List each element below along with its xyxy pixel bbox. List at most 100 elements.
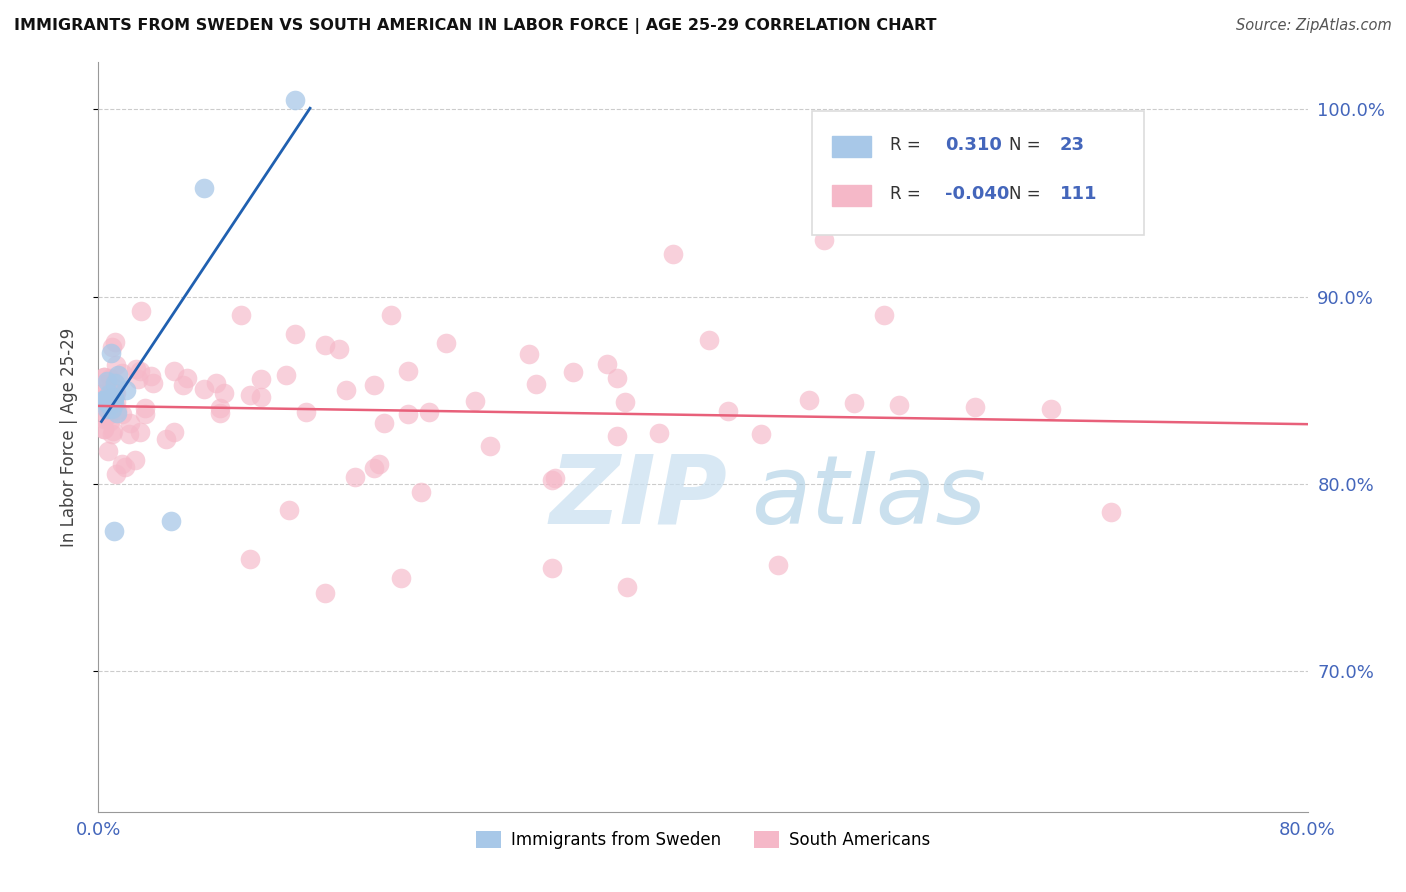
Point: [517, 347, 540, 361]
Point: [111, 407, 134, 421]
Text: Source: ZipAtlas.com: Source: ZipAtlas.com: [1236, 18, 1392, 33]
Point: [278, 503, 301, 517]
Point: [111, 458, 134, 472]
Point: [813, 233, 835, 247]
Point: [155, 433, 177, 447]
Point: [97, 397, 120, 411]
Point: [562, 365, 585, 379]
Point: [661, 246, 683, 260]
Point: [239, 388, 262, 402]
Point: [125, 361, 148, 376]
Point: [396, 364, 419, 378]
Text: ZIP: ZIP: [550, 450, 727, 543]
Point: [205, 376, 228, 390]
Point: [344, 470, 367, 484]
Point: [606, 371, 628, 385]
Point: [129, 425, 152, 440]
FancyBboxPatch shape: [811, 112, 1144, 235]
Point: [380, 308, 402, 322]
Point: [540, 473, 562, 487]
Point: [91, 392, 114, 407]
Point: [540, 561, 562, 575]
Point: [103, 524, 125, 538]
Point: [889, 398, 911, 412]
Point: [160, 514, 183, 528]
Point: [142, 376, 165, 390]
Text: R =: R =: [890, 185, 927, 202]
Point: [93, 392, 115, 407]
Point: [103, 396, 125, 410]
Point: [134, 407, 156, 421]
Point: [328, 342, 350, 356]
Point: [396, 407, 419, 421]
Point: [134, 401, 156, 416]
Point: [93, 386, 115, 401]
Point: [172, 377, 194, 392]
Point: [103, 391, 125, 405]
Point: [104, 376, 127, 390]
Point: [295, 404, 318, 418]
Point: [844, 396, 866, 410]
Text: R =: R =: [890, 136, 927, 153]
Point: [100, 345, 122, 359]
Point: [606, 429, 628, 443]
Point: [193, 181, 215, 195]
Point: [98, 371, 121, 385]
Point: [97, 396, 120, 410]
Point: [389, 571, 412, 585]
Point: [94, 392, 117, 407]
FancyBboxPatch shape: [832, 186, 872, 205]
Point: [105, 406, 128, 420]
Point: [363, 377, 385, 392]
Point: [239, 551, 262, 566]
Text: N =: N =: [1010, 185, 1046, 202]
Point: [766, 558, 789, 572]
Point: [368, 458, 391, 472]
Point: [93, 422, 115, 436]
Point: [98, 414, 121, 428]
Point: [250, 390, 273, 404]
Point: [107, 368, 129, 383]
Text: 111: 111: [1060, 185, 1097, 202]
Point: [1039, 401, 1062, 416]
Point: [193, 382, 215, 396]
Point: [93, 398, 115, 412]
Point: [129, 304, 152, 318]
Text: 23: 23: [1060, 136, 1084, 153]
Point: [104, 385, 127, 400]
Point: [284, 326, 307, 341]
Point: [314, 337, 336, 351]
Text: IMMIGRANTS FROM SWEDEN VS SOUTH AMERICAN IN LABOR FORCE | AGE 25-29 CORRELATION : IMMIGRANTS FROM SWEDEN VS SOUTH AMERICAN…: [14, 18, 936, 34]
Point: [96, 374, 118, 388]
Point: [96, 401, 118, 416]
Point: [104, 395, 127, 409]
Point: [208, 401, 231, 416]
Point: [335, 384, 357, 398]
Point: [93, 412, 115, 426]
Y-axis label: In Labor Force | Age 25-29: In Labor Force | Age 25-29: [59, 327, 77, 547]
Point: [93, 370, 115, 384]
Point: [544, 471, 567, 485]
Point: [103, 391, 125, 405]
Point: [596, 357, 619, 371]
Point: [209, 406, 232, 420]
Point: [93, 376, 115, 391]
Point: [464, 393, 486, 408]
Point: [105, 403, 128, 417]
Point: [524, 377, 547, 392]
Text: N =: N =: [1010, 136, 1046, 153]
Point: [614, 395, 637, 409]
Point: [96, 409, 118, 424]
Point: [104, 467, 127, 481]
Point: [103, 381, 125, 395]
Point: [163, 425, 186, 439]
Point: [93, 369, 115, 384]
Point: [616, 580, 638, 594]
Point: [873, 308, 896, 322]
Point: [276, 368, 298, 382]
Point: [105, 386, 128, 401]
Point: [98, 387, 121, 401]
Point: [114, 383, 136, 397]
Point: [717, 403, 740, 417]
Text: atlas: atlas: [751, 450, 987, 543]
